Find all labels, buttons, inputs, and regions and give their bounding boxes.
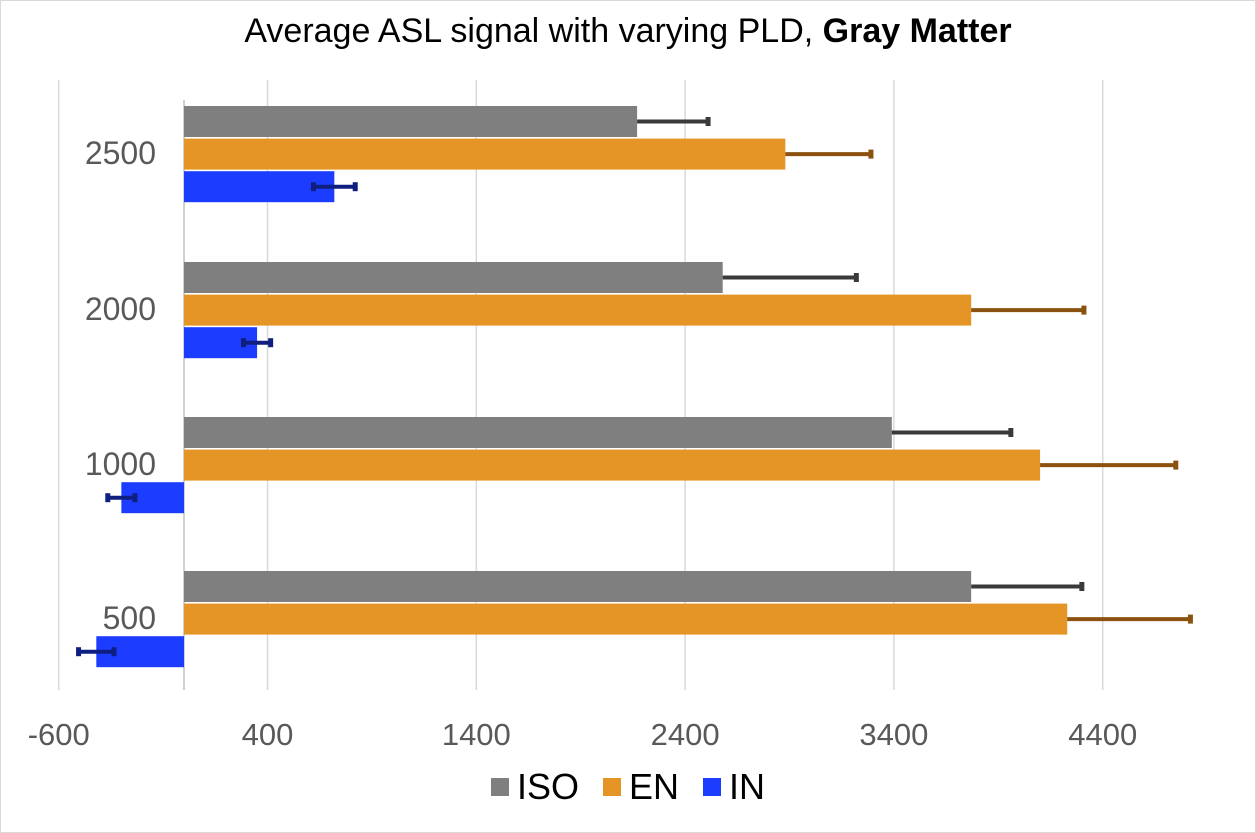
error-bar-in [105, 493, 138, 503]
error-bar-en [1067, 614, 1193, 624]
error-bar-in [241, 338, 274, 348]
y-category-label: 2500 [85, 135, 156, 171]
error-bar-en [785, 149, 874, 159]
y-axis-categories: 2500 2000 1000 500 [85, 135, 156, 636]
legend-swatch [703, 778, 722, 796]
bars [96, 106, 1068, 668]
x-tick-label: 3400 [859, 717, 928, 752]
x-tick-label: 1400 [442, 717, 511, 752]
error-bar-en [1040, 460, 1179, 470]
error-bar-iso [891, 428, 1014, 437]
chart-title-text: Average ASL signal with varying PLD, [244, 12, 823, 50]
error-bar-in [310, 182, 358, 192]
error-bar-en [971, 305, 1087, 315]
bar-en [184, 603, 1068, 635]
legend-item-en: EN [603, 766, 679, 808]
y-category-label: 2000 [85, 291, 156, 327]
bar-en [184, 449, 1041, 481]
legend-swatch [490, 778, 509, 796]
bar-iso [184, 106, 638, 137]
chart-title-bold: Gray Matter [822, 12, 1012, 50]
bar-en [184, 138, 786, 170]
x-axis-ticks: -600 400 1400 2400 3400 4400 [28, 717, 1138, 752]
x-tick-label: -600 [28, 717, 90, 752]
legend-label: EN [629, 766, 680, 807]
error-bar-iso [722, 273, 859, 282]
y-category-label: 1000 [85, 446, 156, 482]
bar-iso [184, 571, 972, 602]
error-bar-in [76, 647, 117, 657]
x-tick-label: 4400 [1068, 717, 1137, 752]
legend: ISO EN IN [0, 766, 1256, 808]
error-bar-iso [637, 117, 711, 126]
error-bar-iso [971, 582, 1085, 591]
x-tick-label: 2400 [651, 717, 720, 752]
bar-iso [184, 262, 723, 293]
bar-iso [184, 417, 892, 448]
y-category-label: 500 [103, 600, 156, 636]
legend-label: ISO [516, 766, 579, 807]
legend-item-iso: ISO [490, 766, 579, 808]
bar-en [184, 294, 972, 326]
error-bars [76, 117, 1193, 657]
legend-label: IN [729, 766, 766, 807]
x-tick-label: 400 [242, 717, 294, 752]
legend-item-in: IN [703, 766, 765, 808]
bar-in [184, 171, 335, 203]
chart-title: Average ASL signal with varying PLD, Gra… [0, 12, 1256, 51]
legend-swatch [603, 778, 621, 796]
